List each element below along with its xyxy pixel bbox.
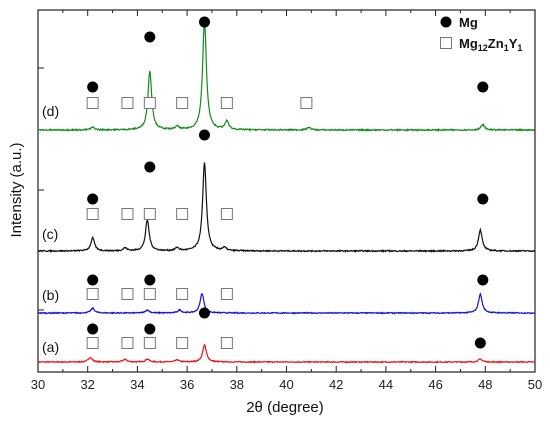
x-tick-label: 30 <box>31 377 45 392</box>
mg-marker <box>144 31 156 43</box>
x-tick-label: 36 <box>180 377 194 392</box>
mg-marker <box>474 337 486 349</box>
legend-text-part: Y <box>509 36 518 51</box>
mg-marker <box>144 161 156 173</box>
mg12zn1y1-marker <box>220 337 233 349</box>
mg-marker <box>477 274 489 286</box>
x-tick-label: 32 <box>80 377 94 392</box>
mg-marker <box>87 193 99 205</box>
mg-marker <box>87 323 99 335</box>
x-tick-label: 44 <box>379 377 393 392</box>
legend-text-part: Zn <box>488 36 504 51</box>
y-axis <box>38 67 44 311</box>
series-line-0 <box>37 343 536 364</box>
x-tick-label: 42 <box>329 377 343 392</box>
mg12zn1y1-marker <box>143 288 156 300</box>
series-line-3 <box>37 19 536 133</box>
legend-mg-symbol <box>440 16 452 28</box>
legend-subscript: 1 <box>517 43 522 53</box>
x-tick-label: 48 <box>478 377 492 392</box>
mg12zn1y1-marker <box>220 208 233 220</box>
mg12zn1y1-marker <box>86 208 99 220</box>
mg-marker <box>87 274 99 286</box>
mg12zn1y1-marker <box>176 208 189 220</box>
legend-mg12zn1y1-label: Mg12Zn1Y1 <box>459 36 522 53</box>
mg-marker <box>144 323 156 335</box>
mg12zn1y1-marker <box>121 208 134 220</box>
series-label: (b) <box>42 287 59 303</box>
plot-area <box>37 9 536 373</box>
legend-subscript: 1 <box>504 43 509 53</box>
mg-marker <box>198 129 210 141</box>
series-line-2 <box>37 162 536 253</box>
mg12zn1y1-marker <box>220 97 233 109</box>
x-tick-label: 50 <box>528 377 542 392</box>
series-label: (d) <box>42 103 59 119</box>
series-layer: (a) (b) (c) (d) <box>37 19 536 364</box>
legend-text-part: Mg <box>459 36 478 51</box>
mg-marker <box>198 16 210 28</box>
x-tick-label: 38 <box>230 377 244 392</box>
x-tick-label: 46 <box>428 377 442 392</box>
x-axis-title: 2θ (degree) <box>246 399 324 416</box>
mg12zn1y1-marker <box>121 288 134 300</box>
mg12zn1y1-marker <box>86 337 99 349</box>
series-label: (c) <box>42 226 58 242</box>
mg-marker <box>477 81 489 93</box>
series-label: (a) <box>42 339 59 355</box>
mg12zn1y1-marker <box>121 97 134 109</box>
mg12zn1y1-marker <box>143 337 156 349</box>
mg12zn1y1-marker <box>86 288 99 300</box>
mg12zn1y1-marker <box>176 288 189 300</box>
y-axis-title: Intensity (a.u.) <box>8 142 25 237</box>
phase-markers <box>86 16 489 349</box>
x-tick-label: 40 <box>279 377 293 392</box>
legend-mg12zn1y1-symbol <box>440 37 452 49</box>
mg-marker <box>198 307 210 319</box>
mg12zn1y1-marker <box>143 208 156 220</box>
plot-frame <box>37 9 536 373</box>
x-tick-label: 34 <box>130 377 144 392</box>
mg12zn1y1-marker <box>121 337 134 349</box>
series-line-1 <box>37 292 536 315</box>
mg-marker <box>144 274 156 286</box>
mg12zn1y1-marker <box>176 97 189 109</box>
legend-subscript: 12 <box>478 43 488 53</box>
mg12zn1y1-marker <box>220 288 233 300</box>
x-axis: 30 32 34 36 38 40 42 44 46 48 50 <box>31 10 542 392</box>
mg-marker <box>477 193 489 205</box>
legend-mg-label: Mg <box>459 15 478 30</box>
mg12zn1y1-marker <box>300 97 313 109</box>
mg12zn1y1-marker <box>86 97 99 109</box>
mg-marker <box>87 81 99 93</box>
mg12zn1y1-marker <box>143 97 156 109</box>
mg12zn1y1-marker <box>176 337 189 349</box>
